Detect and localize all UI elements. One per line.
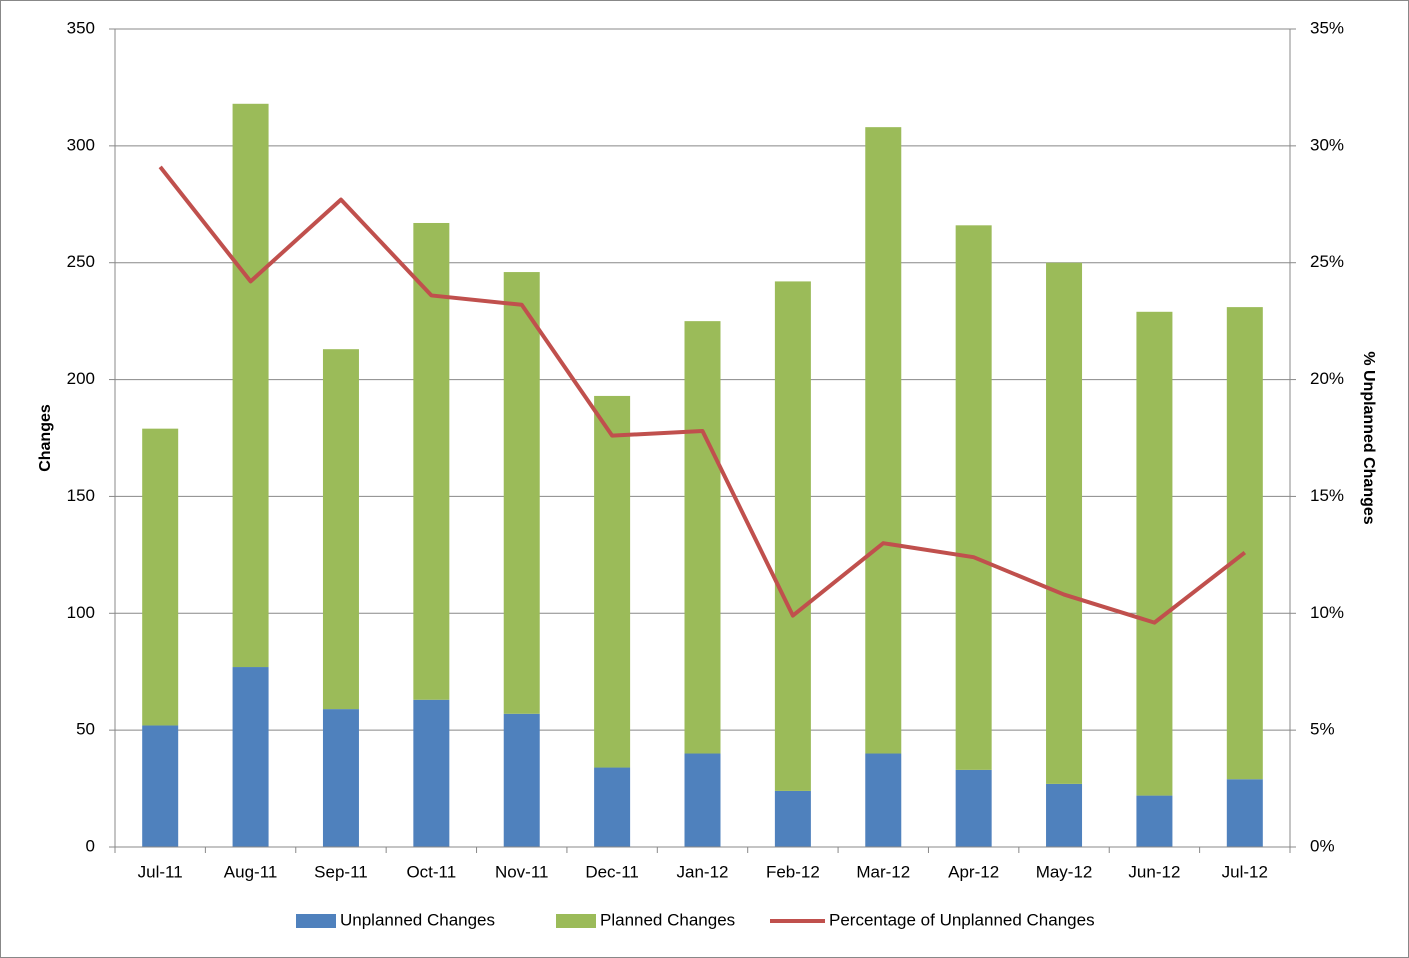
bar: [503, 713, 540, 847]
legend: Unplanned Changes Planned Changes Percenta…: [296, 910, 1095, 929]
bar: [232, 103, 269, 668]
x-tick-label: Jul-12: [1222, 862, 1268, 881]
x-tick-label: Sep-11: [314, 862, 368, 881]
legend-swatch: [556, 914, 596, 928]
x-tick-label: Jul-11: [138, 862, 183, 881]
bar: [1226, 307, 1263, 780]
y2-tick-label: 25%: [1310, 252, 1344, 271]
bar: [322, 709, 359, 847]
y2-tick-label: 10%: [1310, 603, 1344, 622]
bar: [232, 667, 269, 847]
bar: [594, 767, 631, 847]
y-tick-label: 300: [67, 135, 95, 154]
bar: [142, 725, 179, 847]
bar: [1046, 262, 1083, 784]
bar: [413, 699, 450, 847]
x-tick-label: Oct-11: [406, 862, 456, 881]
x-tick-label: May-12: [1036, 862, 1093, 881]
bar: [1046, 783, 1083, 847]
y2-tick-label: 5%: [1310, 720, 1335, 739]
bar: [1136, 311, 1173, 796]
bar: [684, 321, 721, 754]
bar: [774, 790, 811, 847]
y-tick-label: 0: [86, 836, 95, 855]
bar: [142, 428, 179, 726]
legend-swatch: [296, 914, 336, 928]
x-tick-label: Nov-11: [495, 862, 549, 881]
y-tick-label: 200: [67, 369, 95, 388]
bar: [955, 769, 992, 847]
y2-tick-label: 30%: [1310, 135, 1344, 154]
bar: [503, 272, 540, 714]
bar: [1136, 795, 1173, 847]
bar: [594, 395, 631, 768]
y2-tick-label: 0%: [1310, 836, 1335, 855]
y-tick-label: 350: [67, 18, 95, 37]
y-tick-label: 250: [67, 252, 95, 271]
y2-axis-title: % Unplanned Changes: [1360, 351, 1377, 524]
bar: [865, 753, 902, 847]
y2-tick-label: 20%: [1310, 369, 1344, 388]
legend-label: Planned Changes: [600, 910, 735, 929]
y-axis-title: Changes: [37, 404, 54, 472]
x-tick-label: Apr-12: [948, 862, 999, 881]
y-tick-label: 150: [67, 486, 95, 505]
x-tick-label: Aug-11: [224, 862, 278, 881]
x-tick-label: Jun-12: [1128, 862, 1180, 881]
bar: [955, 225, 992, 770]
x-tick-label: Dec-11: [585, 862, 639, 881]
y2-tick-label: 35%: [1310, 18, 1344, 37]
bar: [774, 281, 811, 791]
x-tick-label: Jan-12: [677, 862, 729, 881]
bar: [322, 349, 359, 710]
x-tick-label: Feb-12: [766, 862, 820, 881]
bar: [865, 127, 902, 754]
bar: [1226, 779, 1263, 847]
y2-tick-label: 15%: [1310, 486, 1344, 505]
y-tick-label: 100: [67, 603, 95, 622]
x-tick-label: Mar-12: [856, 862, 910, 881]
bar: [413, 222, 450, 700]
line: [158, 165, 1247, 625]
legend-label: Unplanned Changes: [340, 910, 495, 929]
bar: [684, 753, 721, 847]
legend-label: Percentage of Unplanned Changes: [829, 910, 1095, 929]
y-tick-label: 50: [76, 720, 95, 739]
